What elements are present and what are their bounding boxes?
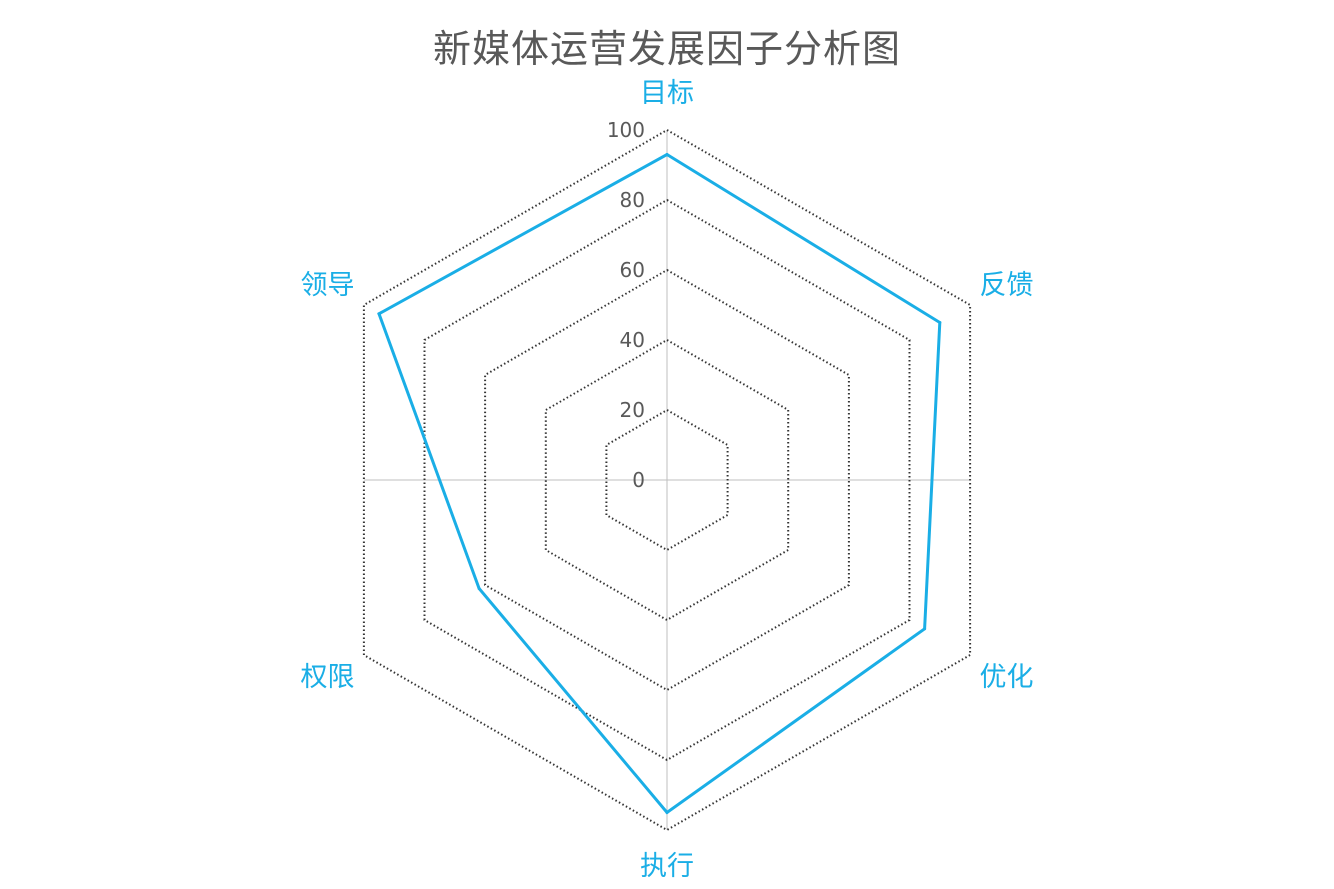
chart-title: 新媒体运营发展因子分析图 (432, 27, 901, 71)
radar-series (377, 152, 942, 815)
tick-label-40: 40 (620, 328, 645, 352)
data-point-优化 (923, 627, 927, 631)
data-point-执行 (665, 811, 669, 814)
series-line-0 (377, 152, 942, 815)
radar-grid (362, 128, 972, 832)
radar-tick-labels: 0 20 40 60 80 100 (607, 118, 645, 492)
tick-label-0: 0 (632, 468, 645, 492)
grid-ring-80 (423, 198, 911, 762)
data-point-目标 (665, 153, 669, 156)
category-label-反馈: 反馈 (980, 270, 1034, 301)
data-point-反馈 (938, 321, 942, 324)
category-label-优化: 优化 (980, 662, 1034, 693)
category-label-执行: 执行 (640, 851, 694, 882)
category-label-目标: 目标 (640, 78, 694, 109)
tick-label-80: 80 (620, 188, 645, 212)
category-label-领导: 领导 (301, 270, 355, 301)
tick-label-100: 100 (607, 118, 645, 142)
tick-label-60: 60 (620, 258, 645, 282)
tick-label-20: 20 (620, 398, 645, 422)
data-point-领导 (377, 312, 381, 316)
category-label-权限: 权限 (301, 662, 355, 693)
radar-axes (363, 130, 971, 830)
data-point-权限 (477, 587, 481, 590)
